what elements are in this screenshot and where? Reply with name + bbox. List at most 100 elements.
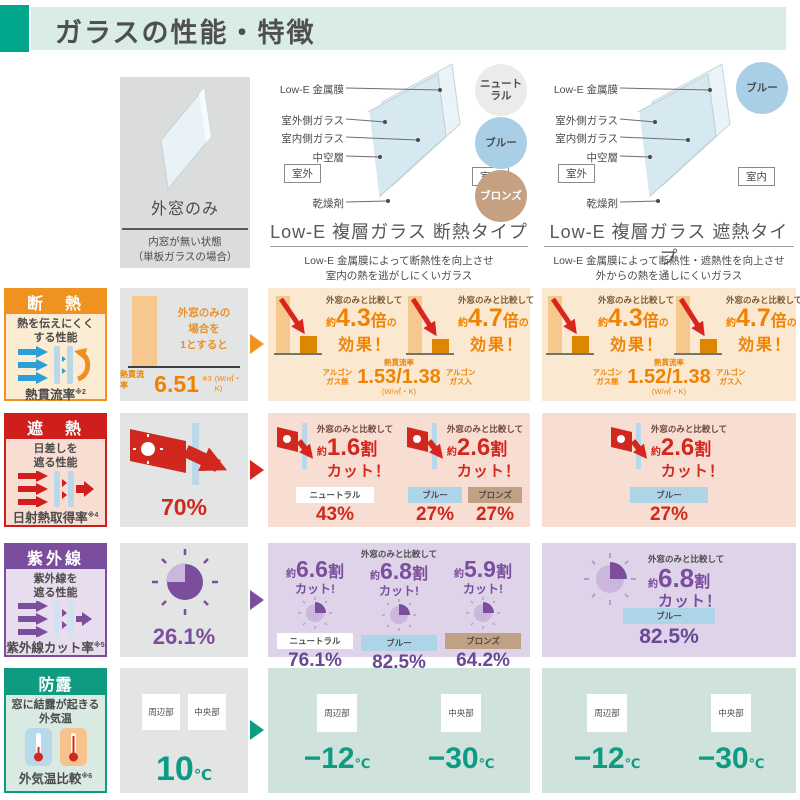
uv-sun-icon — [584, 553, 636, 605]
tint-tag-blue: ブルー — [623, 608, 715, 624]
swatch-blue: ブルー — [475, 117, 527, 169]
label-outside: 室外 — [284, 164, 321, 183]
header-accent-square — [0, 5, 29, 52]
row-header-uv: 紫外線 紫外線を 遮る性能 紫外線カット率※5 — [4, 543, 107, 657]
cut-item: - 約5.9割 カット! ブロンズ 64.2% — [442, 548, 524, 672]
cut-item: 外窓のみと比較して 約6.8割 カット! ブルー 82.5% — [360, 549, 438, 673]
row-desc-shading: 日差しを 遮る性能 — [33, 443, 78, 470]
cut-item: 外窓のみと比較して 約2.6割 カット！ ブルー 27% — [604, 423, 734, 526]
tint-tag-blue: ブルー — [361, 635, 437, 651]
temp-item: 周辺部 −12℃ — [292, 694, 382, 776]
label-desiccant: 乾燥剤 — [586, 198, 619, 210]
metric-u-value: 熱貫流率※2 — [25, 387, 86, 402]
shading-type-desc: Low-E 金属膜によって断熱性・遮熱性を向上させ 外からの熱を通しにくいガラス — [553, 255, 785, 283]
spot-tag-edge: 周辺部 — [317, 694, 357, 732]
bar-comparison-icon — [546, 296, 594, 355]
outer-window-label: 外窓のみ — [150, 201, 219, 218]
row-desc-insulation: 熱を伝えにくく する性能 — [17, 318, 94, 345]
sun-arrow-icon — [130, 423, 228, 485]
spot-tag-edge: 周辺部 — [142, 694, 180, 730]
tint-tag-bronze: ブロンズ — [468, 487, 522, 503]
double-glass-icon — [345, 63, 461, 203]
metric-uv-cut: 紫外線カット率※5 — [6, 640, 105, 655]
insulation-type-desc: Low-E 金属膜によって断熱性を向上させ 室内の熱を逃がしにくいガラス — [304, 255, 494, 283]
label-lowe-film: Low-E 金属膜 — [553, 84, 618, 96]
u-value-readout: アルゴン ガス無 熱貫流率 1.53/1.38 (W/㎡・K) アルゴン ガス入 — [322, 358, 476, 396]
effect-item: 外窓のみと比較して 約4.3倍の 効果！ — [546, 294, 674, 362]
tint-tag-blue: ブルー — [408, 487, 462, 503]
spot-tag-edge: 周辺部 — [587, 694, 627, 732]
tint-tag-bronze: ブロンズ — [445, 633, 521, 649]
uv-block-icon — [17, 600, 92, 637]
page-header-banner — [31, 7, 786, 50]
u-value-baseline: 熱貫流率 6.51 ※3 (W/㎡・K) — [120, 370, 242, 398]
row-title-shading: 遮 熱 — [6, 415, 105, 439]
cut-item: 外窓のみと比較して 約6.8割 カット！ — [582, 553, 724, 611]
heat-flow-icon — [17, 345, 90, 384]
sun-block-icon — [17, 470, 94, 507]
uv-sun-icon — [298, 597, 332, 629]
uv-sun-icon — [382, 599, 416, 631]
thermometer-icons — [24, 728, 87, 767]
row-title-condensation: 防露 — [6, 670, 105, 695]
cut-item: - 約6.6割 カット! ニュートラル 76.1% — [274, 548, 356, 672]
arrow-right-icon — [250, 720, 264, 740]
arrow-right-icon — [250, 334, 264, 354]
shading-glass-diagram: Low-E 金属膜 室外側ガラス 室内側ガラス 中空層 室外 室内 乾燥剤 Lo… — [542, 62, 796, 283]
label-lowe-film: Low-E 金属膜 — [279, 84, 344, 96]
arrow-right-icon — [250, 590, 264, 610]
insulation-cell-insulation-type: 外窓のみと比較して 約4.3倍の 効果！ 外窓のみと比較して 約4.7倍の 効果… — [268, 288, 534, 401]
effect-item: 外窓のみと比較して 約4.7倍の 効果！ — [674, 294, 800, 362]
label-desiccant: 乾燥剤 — [312, 198, 345, 210]
insulation-cell-shading-type: 外窓のみと比較して 約4.3倍の 効果！ 外窓のみと比較して 約4.7倍の 効果… — [542, 288, 800, 401]
row-header-insulation: 断 熱 熱を伝えにくく する性能 熱貫流率※2 — [4, 288, 107, 402]
baseline-bar — [132, 296, 157, 366]
metric-solar-gain: 日射熱取得率※4 — [12, 510, 99, 525]
uv-cell-insulation-type: - 約6.6割 カット! ニュートラル 76.1% 外窓のみと比較して 約6.8… — [268, 543, 530, 673]
divider — [122, 228, 248, 230]
row-title-insulation: 断 熱 — [6, 290, 105, 314]
row-desc-condensation: 窓に結露が起きる 外気温 — [11, 699, 100, 726]
label-inside: 室内 — [738, 167, 775, 186]
cut-item: 外窓のみと比較して 約2.6割 カット！ ブルー 27% ブロンズ 27% — [404, 423, 526, 526]
page-title: ガラスの性能・特徴 — [55, 18, 316, 48]
single-glass-icon — [160, 86, 212, 191]
uv-sun-icon — [152, 549, 218, 615]
tint-tag-neutral: ニュートラル — [277, 633, 353, 649]
condensation-cell-insulation-type: 周辺部 −12℃ 中央部 −30℃ — [268, 668, 530, 793]
tint-tag-blue: ブルー — [630, 487, 708, 503]
row-title-uv: 紫外線 — [6, 545, 105, 569]
spot-tag-center: 中央部 — [441, 694, 481, 732]
label-air-layer: 中空層 — [312, 152, 345, 164]
condensation-temp-baseline: 10℃ — [156, 750, 212, 788]
solar-gain-baseline: 70% — [160, 494, 208, 520]
u-value-readout: アルゴン ガス無 熱貫流率 1.52/1.38 (W/㎡・K) アルゴン ガス入 — [592, 358, 746, 396]
swatch-bronze: ブロンズ — [475, 170, 527, 222]
label-outer-glass: 室外側ガラス — [555, 115, 618, 127]
outer-window-panel: 外窓のみ 内窓が無い状態 （単板ガラスの場合） — [120, 77, 250, 268]
uv-sun-icon — [466, 597, 500, 629]
sun-arrow-icon — [610, 423, 647, 469]
row-header-shading: 遮 熱 日差しを 遮る性能 日射熱取得率※4 — [4, 413, 107, 527]
spot-tag-center: 中央部 — [711, 694, 751, 732]
tint-tag-neutral: ニュートラル — [296, 487, 374, 503]
label-outside: 室外 — [558, 164, 595, 183]
shading-cell-insulation-type: 外窓のみと比較して 約1.6割 カット！ ニュートラル 43% 外窓のみと比較して… — [268, 413, 530, 527]
spot-tag-center: 中央部 — [188, 694, 226, 730]
row-desc-uv: 紫外線を 遮る性能 — [33, 573, 78, 600]
divider — [544, 246, 794, 247]
temp-item: 中央部 −30℃ — [416, 694, 506, 776]
sun-arrow-icon — [406, 423, 443, 469]
base-cell-uv: 26.1% — [120, 543, 248, 657]
arrow-right-icon — [250, 460, 264, 480]
swatch-blue-shading: ブルー — [736, 62, 788, 114]
label-inner-glass: 室内側ガラス — [555, 133, 618, 145]
uv-cut-baseline: 26.1% — [152, 624, 216, 649]
insulation-type-title: Low-E 複層ガラス 断熱タイプ — [270, 222, 528, 242]
effect-item: 外窓のみと比較して 約4.3倍の 効果！ — [274, 294, 402, 362]
label-air-layer: 中空層 — [586, 152, 619, 164]
axis-line — [128, 366, 240, 368]
uv-result: ブルー 82.5% — [542, 608, 796, 649]
base-cell-shading: 70% — [120, 413, 248, 527]
condensation-cell-shading-type: 周辺部 −12℃ 中央部 −30℃ — [542, 668, 796, 793]
